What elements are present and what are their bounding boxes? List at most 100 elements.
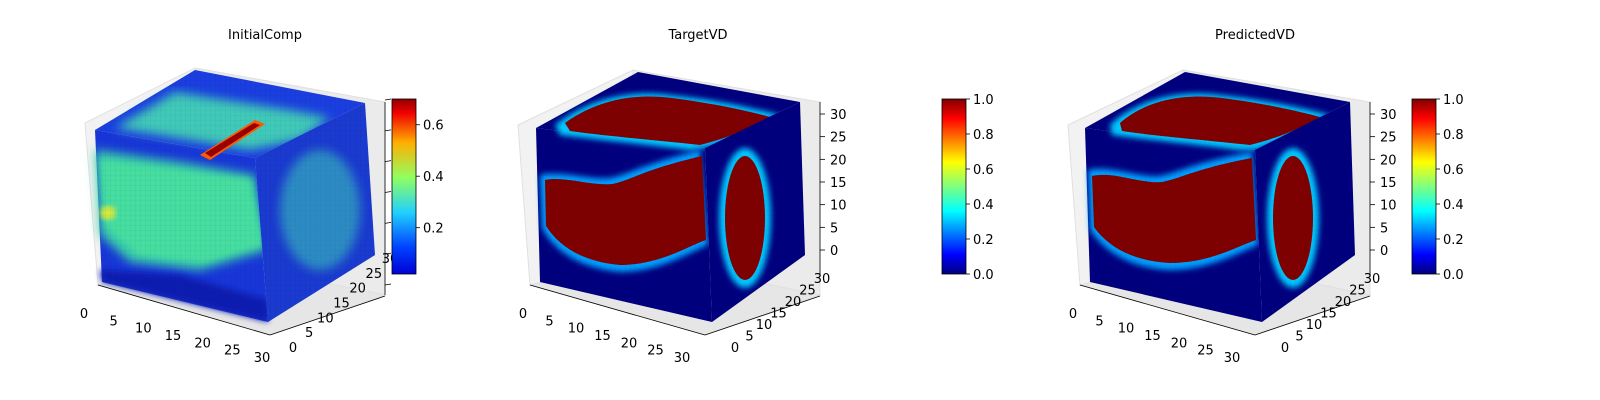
x-tick-label: 25 <box>224 344 241 359</box>
colorbar: 0.0 0.2 0.4 0.6 0.8 1.0 <box>941 93 994 283</box>
y-tick-label: 10 <box>756 318 773 333</box>
z-tick-mark <box>384 160 392 163</box>
z-axis: 0 5 10 15 20 25 30 <box>819 102 847 275</box>
x-tick-label: 20 <box>621 336 638 351</box>
z-tick-label: 30 <box>1380 108 1397 123</box>
y-tick-label: 20 <box>1335 295 1352 310</box>
voxel-cube <box>536 72 805 322</box>
y-tick-label: 5 <box>305 326 313 341</box>
x-tick-label: 10 <box>568 322 585 337</box>
x-tick-label: 15 <box>1144 329 1161 344</box>
x-tick-label: 15 <box>594 329 611 344</box>
z-tick-label: 10 <box>1380 199 1397 214</box>
panel-predictedvd: PredictedVD 0 5 10 15 20 25 30 <box>1067 28 1464 366</box>
y-tick-label: 10 <box>1306 318 1323 333</box>
y-tick-label: 5 <box>1295 330 1303 345</box>
z-tick-label: 25 <box>1380 131 1397 146</box>
y-tick-label: 25 <box>1349 284 1366 299</box>
colorbar-tick-label: 0.6 <box>1443 163 1464 178</box>
colorbar-tick-label: 0.2 <box>423 222 444 237</box>
z-tick-mark <box>384 191 392 193</box>
colorbar-tick-label: 0.8 <box>973 128 994 143</box>
y-tick-label: 20 <box>785 295 802 310</box>
y-tick-label: 5 <box>745 330 753 345</box>
chart-title: InitialComp <box>228 28 302 43</box>
y-tick-label: 15 <box>1320 307 1337 322</box>
colorbar-tick-label: 0.0 <box>1443 268 1464 283</box>
x-tick-label: 20 <box>194 336 211 351</box>
colorbar-tick-label: 0.6 <box>973 163 994 178</box>
colorbar-tick-label: 0.4 <box>973 198 994 213</box>
x-tick-label: 30 <box>674 351 691 366</box>
z-tick-mark <box>384 221 392 224</box>
colorbar: 0.0 0.2 0.4 0.6 0.8 1.0 <box>1411 93 1464 283</box>
y-tick-label: 30 <box>814 272 831 287</box>
z-tick-mark <box>384 283 392 286</box>
voxel-cube <box>1085 72 1355 322</box>
z-tick-mark <box>384 129 392 132</box>
panel-initialcomp: InitialComp 0 5 10 15 2 <box>80 28 444 366</box>
x-tick-label: 10 <box>1118 322 1135 337</box>
z-tick-label: 15 <box>1380 176 1397 191</box>
colorbar-gradient <box>391 98 417 275</box>
y-tick-label: 0 <box>1281 341 1289 356</box>
x-tick-label: 30 <box>254 351 271 366</box>
z-axis: 0 5 10 15 20 25 30 <box>1369 102 1397 275</box>
z-tick-label: 0 <box>830 244 838 259</box>
x-tick-label: 5 <box>110 314 118 329</box>
colorbar-gradient <box>941 98 967 275</box>
y-tick-label: 25 <box>366 267 383 282</box>
x-tick-label: 15 <box>165 329 182 344</box>
y-tick-label: 30 <box>1364 272 1381 287</box>
y-tick-label: 10 <box>317 311 334 326</box>
x-tick-label: 30 <box>1224 351 1241 366</box>
colorbar-tick-label: 0.2 <box>1443 233 1464 248</box>
colorbar-tick-label: 1.0 <box>973 93 994 108</box>
colorbar-tick-label: 0.2 <box>973 233 994 248</box>
x-tick-label: 25 <box>647 344 664 359</box>
z-tick-label: 20 <box>830 153 847 168</box>
x-tick-label: 5 <box>1095 314 1103 329</box>
x-tick-label: 10 <box>135 322 152 337</box>
colorbar-tick-label: 0.8 <box>1443 128 1464 143</box>
z-tick-mark <box>384 98 392 101</box>
z-tick-label: 5 <box>1380 221 1388 236</box>
y-tick-label: 0 <box>289 341 297 356</box>
colorbar-tick-label: 1.0 <box>1443 93 1464 108</box>
z-tick-label: 15 <box>830 176 847 191</box>
z-axis <box>384 98 392 295</box>
colorbar-tick-label: 0.0 <box>973 268 994 283</box>
z-tick-label: 25 <box>830 131 847 146</box>
chart-title: PredictedVD <box>1215 28 1295 43</box>
x-tick-label: 0 <box>1069 307 1077 322</box>
colorbar-tick-label: 0.4 <box>1443 198 1464 213</box>
x-tick-label: 25 <box>1197 344 1214 359</box>
voxel-cube <box>95 70 375 322</box>
y-tick-label: 15 <box>770 307 787 322</box>
colorbar: 0.2 0.4 0.6 <box>391 98 444 275</box>
colorbar-tick-label: 0.6 <box>423 119 444 134</box>
x-tick-label: 20 <box>1171 336 1188 351</box>
z-tick-mark <box>384 252 392 255</box>
x-axis: 0 5 10 15 20 25 30 <box>80 284 271 366</box>
z-tick-label: 0 <box>1380 244 1388 259</box>
colorbar-gradient <box>1411 98 1437 275</box>
y-tick-label: 20 <box>349 282 366 297</box>
x-tick-label: 5 <box>545 314 553 329</box>
z-tick-label: 5 <box>830 221 838 236</box>
z-tick-label: 30 <box>830 108 847 123</box>
y-tick-label: 25 <box>799 284 816 299</box>
y-tick-label: 0 <box>731 341 739 356</box>
colorbar-tick-label: 0.4 <box>423 170 444 185</box>
y-tick-label: 15 <box>333 297 350 312</box>
z-tick-label: 10 <box>830 199 847 214</box>
chart-title: TargetVD <box>667 28 727 43</box>
z-tick-label: 20 <box>1380 153 1397 168</box>
x-axis: 0 5 10 15 20 25 30 <box>1069 284 1256 366</box>
x-axis: 0 5 10 15 20 25 30 <box>519 284 706 366</box>
x-tick-label: 0 <box>80 307 88 322</box>
x-tick-label: 0 <box>519 307 527 322</box>
